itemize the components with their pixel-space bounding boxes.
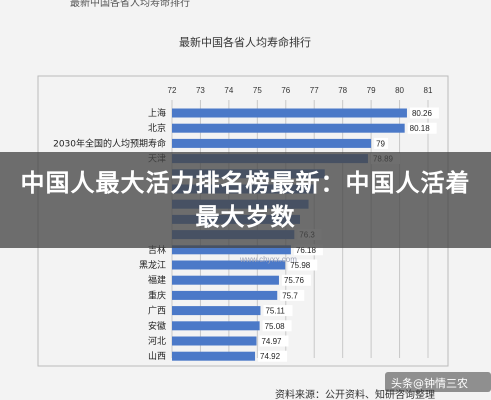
value-label-bg xyxy=(259,335,289,347)
category-label: 北京 xyxy=(148,122,166,134)
value-label: 75.98 xyxy=(290,261,311,270)
category-label: 黑龙江 xyxy=(139,259,166,271)
tick-layer: 72 73 74 75 76 77 78 79 80 81 xyxy=(168,86,433,95)
credit-text: 头条@钟情三农 xyxy=(391,376,468,390)
value-label: 80.18 xyxy=(410,124,431,133)
value-label-bg xyxy=(262,320,292,332)
value-label-bg xyxy=(409,107,439,119)
value-label: 74.92 xyxy=(260,352,281,361)
bar xyxy=(172,336,257,346)
tick-label: 74 xyxy=(224,86,233,95)
bar xyxy=(172,306,261,316)
bar xyxy=(172,123,405,133)
value-label: 75.08 xyxy=(265,322,286,331)
tick-label: 76 xyxy=(281,86,290,95)
chart-title: 最新中国各省人均寿命排行 xyxy=(179,35,311,49)
value-label-bg xyxy=(407,122,437,134)
value-label-bg xyxy=(280,289,305,301)
bar xyxy=(172,275,279,285)
bar xyxy=(172,138,372,148)
category-label: 2030年全国的人均预期寿命 xyxy=(53,137,166,149)
credit-badge xyxy=(385,372,491,392)
value-label: 74.97 xyxy=(261,337,282,346)
value-label-bg xyxy=(263,305,293,317)
tick-label: 78 xyxy=(338,86,347,95)
tick-label: 72 xyxy=(168,86,177,95)
value-label: 75.7 xyxy=(282,291,298,300)
category-label: 河北 xyxy=(148,335,166,347)
category-label: 重庆 xyxy=(148,289,166,301)
tick-label: 79 xyxy=(367,86,376,95)
value-label-bg xyxy=(288,259,318,271)
category-label: 安徽 xyxy=(148,320,166,332)
tick-label: 80 xyxy=(395,86,404,95)
tick-label: 75 xyxy=(253,86,262,95)
top-title: 最新中国各省人均寿命排行 xyxy=(70,0,190,9)
bar xyxy=(172,260,286,270)
value-label-bg xyxy=(258,350,288,362)
value-label: 76.18 xyxy=(296,246,317,255)
value-label: 80.26 xyxy=(412,109,433,118)
category-label: 广西 xyxy=(148,305,166,317)
category-label: 上海 xyxy=(148,107,166,119)
tick-label: 77 xyxy=(310,86,319,95)
bar xyxy=(172,351,256,361)
bar xyxy=(172,245,291,255)
value-label-bg xyxy=(281,274,311,286)
value-label-bg xyxy=(293,244,323,256)
watermark: www.chyxx.com xyxy=(239,255,297,264)
bar xyxy=(172,108,407,118)
value-label: 75.76 xyxy=(284,276,305,285)
value-label: 79 xyxy=(376,139,385,148)
value-label: 75.11 xyxy=(265,307,285,316)
tick-label: 73 xyxy=(196,86,205,95)
value-label-bg xyxy=(374,137,389,149)
category-label: 福建 xyxy=(148,274,166,286)
bar xyxy=(172,321,260,331)
headline-text: 中国人最大活力排名榜最新：中国人活着最大岁数 xyxy=(20,169,471,231)
headline-banner: 中国人最大活力排名榜最新：中国人活着最大岁数 xyxy=(0,152,491,248)
tick-label: 81 xyxy=(424,86,433,95)
category-label: 山西 xyxy=(148,351,166,362)
bar xyxy=(172,290,278,300)
